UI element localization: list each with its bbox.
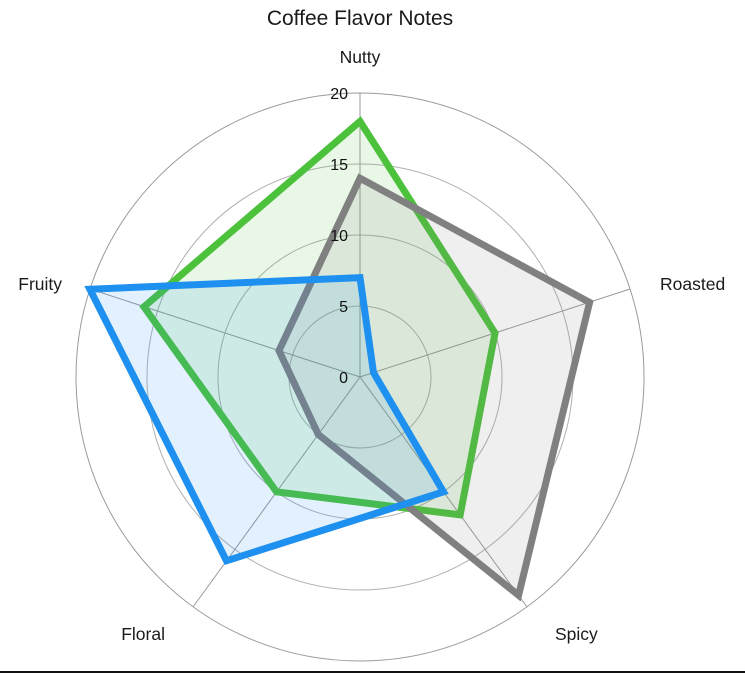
axis-label-nutty: Nutty: [340, 47, 381, 67]
spoke-fruity: [89, 288, 361, 378]
axis-label-spicy: Spicy: [555, 624, 598, 644]
axis-label-roasted: Roasted: [660, 274, 725, 294]
axis-label-floral: Floral: [121, 624, 165, 644]
radial-tick-labels: 0 5 10 15 20: [330, 86, 348, 387]
axis-label-fruity: Fruity: [18, 274, 62, 294]
tick-label-5: 5: [339, 299, 348, 316]
tick-label-15: 15: [330, 157, 348, 174]
series-layer: [84, 116, 594, 602]
category-labels: Nutty Roasted Spicy Floral Fruity: [18, 47, 725, 644]
page-title: Coffee Flavor Notes: [267, 7, 453, 30]
radar-series-series-blue: [84, 273, 449, 566]
radar-series-series-gray: [275, 173, 594, 602]
tick-label-20: 20: [330, 86, 348, 103]
tick-label-0: 0: [339, 370, 348, 387]
radar-series-series-green: [139, 116, 499, 519]
tick-label-10: 10: [330, 228, 348, 245]
